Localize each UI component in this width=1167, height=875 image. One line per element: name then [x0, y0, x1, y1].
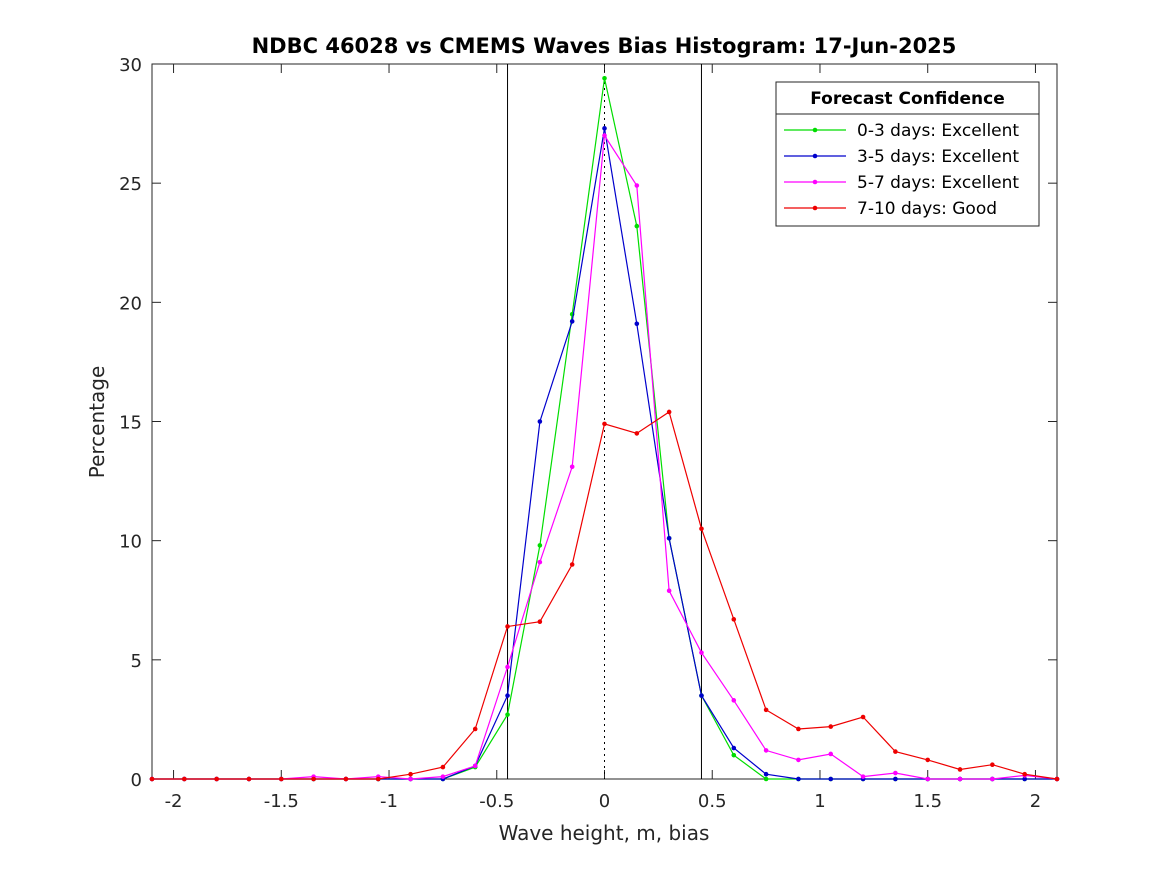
data-point: [343, 776, 349, 782]
data-point: [472, 726, 478, 732]
x-tick-label: 1.5: [913, 791, 942, 812]
data-point: [763, 707, 769, 713]
data-point: [537, 559, 543, 565]
data-point: [246, 776, 252, 782]
legend-swatch-marker: [812, 153, 818, 159]
data-point: [763, 748, 769, 753]
data-point: [375, 776, 381, 782]
x-tick-label: -0.5: [479, 791, 514, 812]
y-tick-label: 10: [119, 532, 142, 553]
data-point: [990, 776, 995, 782]
data-point: [569, 319, 575, 324]
legend-title: Forecast Confidence: [810, 89, 1005, 109]
legend-entry: 0-3 days: Excellent: [857, 121, 1019, 141]
y-tick-label: 30: [119, 55, 142, 76]
data-point: [828, 751, 834, 757]
data-point: [796, 757, 801, 763]
data-point: [408, 771, 413, 777]
legend-swatch-marker: [812, 205, 818, 211]
x-tick-label: -1.5: [264, 791, 299, 812]
data-point: [440, 774, 446, 779]
data-point: [860, 714, 866, 720]
data-point: [505, 624, 510, 629]
data-point: [149, 776, 155, 782]
data-point: [537, 619, 543, 624]
x-tick-label: 0.5: [698, 791, 727, 812]
data-point: [699, 650, 704, 655]
data-point: [990, 762, 995, 767]
data-point: [537, 419, 543, 424]
data-point: [731, 617, 737, 622]
data-point: [505, 664, 510, 670]
data-point: [1022, 776, 1027, 782]
data-point: [472, 763, 478, 769]
legend-swatch-marker: [812, 179, 818, 185]
data-point: [440, 764, 446, 770]
data-point: [214, 776, 219, 782]
data-point: [505, 712, 510, 717]
data-point: [796, 726, 801, 732]
data-point: [957, 776, 963, 782]
data-point: [634, 223, 640, 229]
data-point: [634, 183, 640, 188]
data-point: [634, 321, 640, 327]
legend-entry: 5-7 days: Excellent: [857, 173, 1019, 193]
data-point: [602, 421, 607, 427]
chart-title: NDBC 46028 vs CMEMS Waves Bias Histogram…: [252, 34, 957, 58]
legend-swatch-marker: [812, 127, 818, 133]
data-point: [602, 76, 607, 81]
data-point: [731, 698, 737, 703]
data-point: [1054, 776, 1060, 782]
data-point: [957, 767, 963, 772]
data-point: [796, 776, 801, 782]
x-tick-label: 2: [1030, 791, 1041, 812]
y-tick-label: 25: [119, 174, 142, 195]
data-point: [278, 776, 284, 782]
data-point: [408, 776, 413, 782]
data-point: [505, 693, 510, 698]
data-point: [699, 693, 704, 698]
data-point: [893, 749, 898, 754]
y-tick-label: 5: [131, 651, 142, 672]
y-tick-label: 15: [119, 413, 142, 434]
data-point: [828, 724, 834, 729]
data-point: [666, 409, 672, 415]
data-point: [569, 562, 575, 567]
legend-entry: 3-5 days: Excellent: [857, 147, 1019, 167]
data-point: [1022, 771, 1027, 777]
data-point: [893, 770, 898, 776]
data-point: [763, 771, 769, 777]
x-tick-label: 1: [814, 791, 825, 812]
y-axis-label: Percentage: [85, 366, 109, 479]
plot-area: -2 -1.5 -1 -0.5 0 0.5 1 1.5 2051015202530Forecas…: [119, 55, 1060, 812]
data-point: [311, 776, 316, 782]
data-point: [699, 526, 704, 532]
data-point: [634, 431, 640, 436]
data-point: [602, 126, 607, 131]
data-point: [860, 774, 866, 779]
data-point: [893, 776, 898, 782]
y-tick-label: 0: [131, 770, 142, 791]
data-point: [731, 745, 737, 751]
data-point: [182, 776, 187, 782]
data-point: [666, 535, 672, 541]
y-tick-label: 20: [119, 293, 142, 314]
x-tick-label: -2: [165, 791, 183, 812]
x-tick-label: 0: [599, 791, 610, 812]
data-point: [537, 543, 543, 548]
x-tick-label: -1: [380, 791, 398, 812]
data-point: [569, 464, 575, 470]
data-point: [828, 776, 834, 782]
x-axis-label: Wave height, m, bias: [499, 821, 710, 845]
data-point: [925, 757, 931, 763]
legend-box: [775, 81, 1040, 227]
data-point: [602, 133, 607, 138]
data-point: [925, 776, 931, 782]
legend-entry: 7-10 days: Good: [857, 199, 997, 219]
data-point: [763, 776, 769, 782]
data-point: [666, 588, 672, 594]
data-point: [731, 752, 737, 758]
